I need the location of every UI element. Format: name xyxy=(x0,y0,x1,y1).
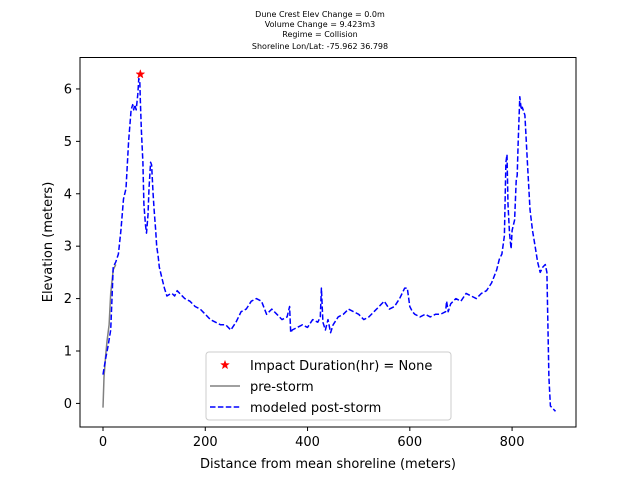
plot-area xyxy=(102,69,557,412)
x-tick-label: 600 xyxy=(397,435,422,450)
y-tick-label: 2 xyxy=(64,292,72,307)
legend-star-swatch xyxy=(219,359,231,370)
x-tick-label: 200 xyxy=(193,435,218,450)
plot-frame xyxy=(79,57,577,428)
y-tick-label: 0 xyxy=(64,397,72,412)
y-tick-label: 4 xyxy=(64,187,72,202)
x-tick-label: 800 xyxy=(500,435,525,450)
legend-label-post-storm: modeled post-storm xyxy=(250,401,381,416)
y-tick-label: 3 xyxy=(64,240,72,255)
title-line-2: Volume Change = 9.423m3 xyxy=(265,20,376,29)
title-line-4: Shoreline Lon/Lat: -75.962 36.798 xyxy=(252,42,388,51)
legend-label-marker: Impact Duration(hr) = None xyxy=(250,359,432,374)
legend: Impact Duration(hr) = None pre-storm mod… xyxy=(205,351,452,421)
legend-label-pre-storm: pre-storm xyxy=(250,380,314,395)
y-axis-label: Elevation (meters) xyxy=(41,182,56,303)
x-tick-label: 0 xyxy=(99,435,107,450)
legend-star-icon xyxy=(219,359,231,370)
legend-box xyxy=(205,351,452,421)
y-tick-label: 6 xyxy=(64,82,72,97)
x-tick-label: 400 xyxy=(295,435,320,450)
series-line-pre-storm xyxy=(102,264,117,408)
y-tick-label: 5 xyxy=(64,135,72,150)
y-axis-ticks: 0 1 2 3 4 5 6 xyxy=(64,82,80,412)
x-axis-label: Distance from mean shoreline (meters) xyxy=(200,457,456,472)
series-line-modeled-post-storm xyxy=(102,77,557,412)
impact-star-marker xyxy=(135,69,146,79)
chart-title: Dune Crest Elev Change = 0.0m Volume Cha… xyxy=(252,10,388,51)
y-tick-label: 1 xyxy=(64,345,72,360)
title-line-3: Regime = Collision xyxy=(282,30,357,39)
x-axis-ticks: 0 200 400 600 800 xyxy=(99,427,525,450)
title-line-1: Dune Crest Elev Change = 0.0m xyxy=(255,10,385,19)
